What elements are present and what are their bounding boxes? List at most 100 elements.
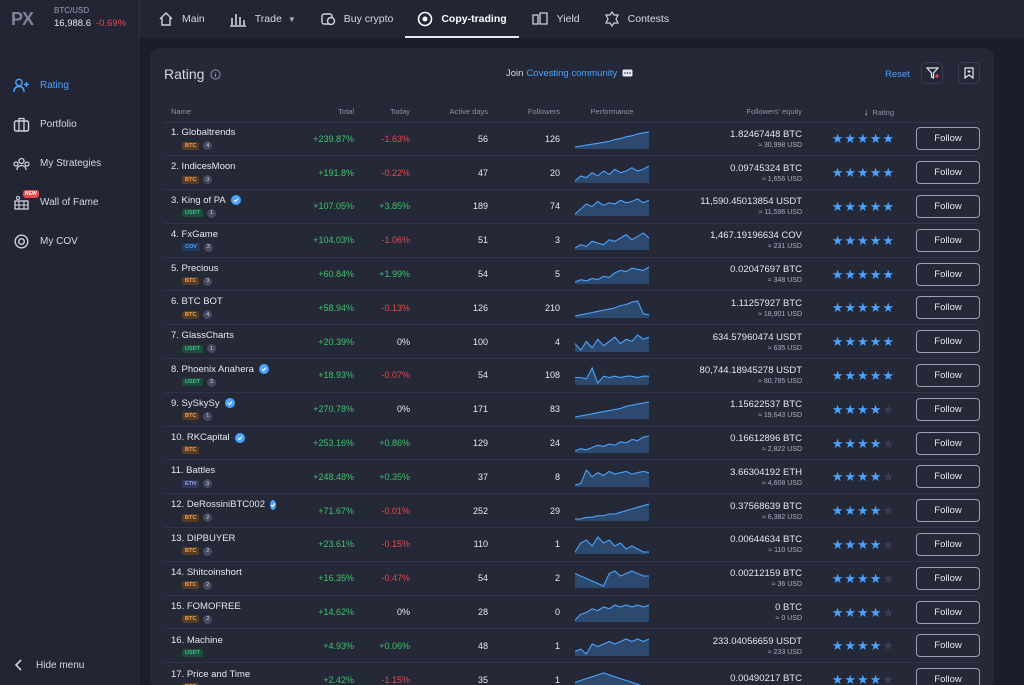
hide-menu-button[interactable]: Hide menu [14,659,84,671]
follow-button[interactable]: Follow [916,668,980,685]
covesting-community-link[interactable]: Covesting community [526,68,618,79]
trader-name[interactable]: 8. Phoenix Anahera [171,363,254,375]
nav-yield[interactable]: Yield [519,0,592,38]
table-row[interactable]: 3. King of PA USDT 1 +107.05% +3.85% 189 74 11,… [164,189,980,224]
col-followers-equity[interactable]: Followers' equity [664,102,802,123]
sparkline-line [575,266,649,283]
trader-name[interactable]: 14. Shitcoinshort [171,566,242,578]
follow-button[interactable]: Follow [916,127,980,151]
sidebar-item-rating[interactable]: Rating [0,66,140,105]
sidebar-item-wall-of-fame[interactable]: NEW Wall of Fame [0,183,140,222]
table-row[interactable]: 13. DIPBUYER BTC 2 +23.61% -0.15% 110 1 0.00644… [164,527,980,562]
trader-cell: 16. Machine USDT [164,628,276,664]
table-row[interactable]: 17. Price and Time BTC +2.42%-1.15%351 0.00… [164,662,980,685]
follow-button[interactable]: Follow [916,330,980,354]
table-row[interactable]: 16. Machine USDT +4.93% +0.06% 48 1 233.040566… [164,628,980,664]
follow-cell: Follow [902,561,980,596]
followers-count: 74 [488,189,560,224]
col-rating[interactable]: ↓ Rating [802,102,902,123]
follow-button[interactable]: Follow [916,262,980,286]
trader-name[interactable]: 9. SySkySy [171,397,220,409]
star-icon: ★ [831,604,844,620]
sidebar-item-portfolio[interactable]: Portfolio [0,105,140,144]
trader-name[interactable]: 12. DeRossiniBTC002 [171,499,265,511]
table-row[interactable]: 15. FOMOFREE BTC 2 +14.62% 0% 28 0 0 BTC ≈ 0 USD… [164,595,980,630]
table-row[interactable]: 7. GlassCharts USDT 1 +20.39% 0% 100 4 634.5796… [164,324,980,360]
rating-cell: ★ ★ ★ ★ ★ [802,628,902,664]
table-row[interactable]: 5. Precious BTC 3 +60.84% +1.99% 54 5 0.0204769… [164,257,980,292]
table-row[interactable]: 6. BTC BOT BTC 4 +58.94% -0.13% 126 210 1.11257… [164,290,980,326]
performance-cell [560,595,664,630]
trader-name[interactable]: 16. Machine [171,634,223,646]
follow-cell: Follow [902,426,980,461]
filter-button[interactable] [921,62,943,84]
star-icon: ★ [857,604,869,620]
table-row[interactable]: 10. RKCapital BTC +253.16% +0.86% 129 24 0.166… [164,426,980,461]
sidebar-item-my-strategies[interactable]: My Strategies [0,144,140,183]
follow-button[interactable]: Follow [916,465,980,489]
follow-button[interactable]: Follow [916,194,980,218]
star-icon: ★ [831,165,844,181]
followers-count: 20 [488,155,560,191]
chat-icon[interactable] [622,69,633,78]
col-active-days[interactable]: Active days [410,102,488,123]
performance-cell [560,290,664,326]
equity-usd: ≈ 1,656 USD [761,175,802,183]
table-row[interactable]: 2. IndicesMoon BTC 3 +191.8% -0.22% 47 20 0.097… [164,155,980,191]
bookmark-button[interactable] [958,62,980,84]
star-icon: ★ [831,503,844,519]
table-row[interactable]: 12. DeRossiniBTC002 BTC 2 +71.67% -0.01% 252 2… [164,493,980,529]
trader-name[interactable]: 3. King of PA [171,194,226,206]
trader-name[interactable]: 13. DIPBUYER [171,532,236,544]
equity-value: 11,590.45013854 USDT [700,196,802,208]
ticker[interactable]: BTC/USD 16,988.6 -0.69% [44,0,140,38]
star-icon: ★ [882,198,894,214]
trader-name[interactable]: 10. RKCapital [171,432,230,444]
nav-copy-trading[interactable]: Copy-trading [405,0,520,38]
follow-button[interactable]: Follow [916,363,980,387]
sidebar-item-my-cov[interactable]: My COV [0,222,140,261]
table-row[interactable]: 4. FxGame COV 3 +104.03% -1.06% 51 3 1,467.1919… [164,223,980,258]
table-row[interactable]: 14. Shitcoinshort BTC 2 +16.35% -0.47% 54 2 0.0… [164,561,980,596]
nav-main[interactable]: Main [146,0,217,38]
follow-button[interactable]: Follow [916,431,980,455]
star-icon: ★ [869,300,882,316]
follow-button[interactable]: Follow [916,397,980,421]
trader-name[interactable]: 4. FxGame [171,228,218,240]
col-total[interactable]: Total [276,102,354,123]
col-name[interactable]: Name [164,102,276,123]
table-row[interactable]: 1. Globaltrends BTC 4 +239.87% -1.63% 56 126 1.… [164,122,980,157]
trader-name[interactable]: 1. Globaltrends [171,127,236,139]
trader-name[interactable]: 17. Price and Time [171,668,251,680]
reset-button[interactable]: Reset [885,69,910,80]
table-row[interactable]: 8. Phoenix Anahera USDT 3 +18.93% -0.07% 54 10… [164,358,980,393]
follow-button[interactable]: Follow [916,161,980,185]
trader-name[interactable]: 2. IndicesMoon [171,161,236,173]
primexbt-logo[interactable]: PX [10,8,34,29]
trader-name[interactable]: 5. Precious [171,262,219,274]
follow-button[interactable]: Follow [916,228,980,252]
trader-name[interactable]: 7. GlassCharts [171,330,234,342]
col-today[interactable]: Today [354,102,410,123]
follow-button[interactable]: Follow [916,566,980,590]
trader-name[interactable]: 6. BTC BOT [171,296,223,308]
follow-button[interactable]: Follow [916,499,980,523]
col-followers[interactable]: Followers [488,102,560,123]
follow-button[interactable]: Follow [916,634,980,658]
nav-trade[interactable]: Trade ▼ [217,0,308,38]
follow-button[interactable]: Follow [916,600,980,624]
table-row[interactable]: 9. SySkySy BTC 1 +270.78% 0% 171 83 1.15622537 … [164,392,980,427]
trader-name[interactable]: 11. Battles [171,465,216,477]
nav-buy-crypto[interactable]: Buy crypto [308,0,406,38]
follow-button[interactable]: Follow [916,296,980,320]
nav-contests[interactable]: Contests [592,0,681,38]
sparkline-area [575,334,649,352]
trader-name[interactable]: 15. FOMOFREE [171,600,241,612]
sparkline-area [575,199,649,217]
table-row[interactable]: 11. Battles ETH 3 +248.48% +0.35% 37 8 3.663041… [164,459,980,495]
info-icon[interactable] [210,68,222,80]
star-icon: ★ [882,672,894,685]
rating-stars: ★ ★ ★ ★ ★ [832,470,894,483]
follow-button[interactable]: Follow [916,532,980,556]
rating-cell: ★ ★ ★ ★ ★ [802,290,902,326]
